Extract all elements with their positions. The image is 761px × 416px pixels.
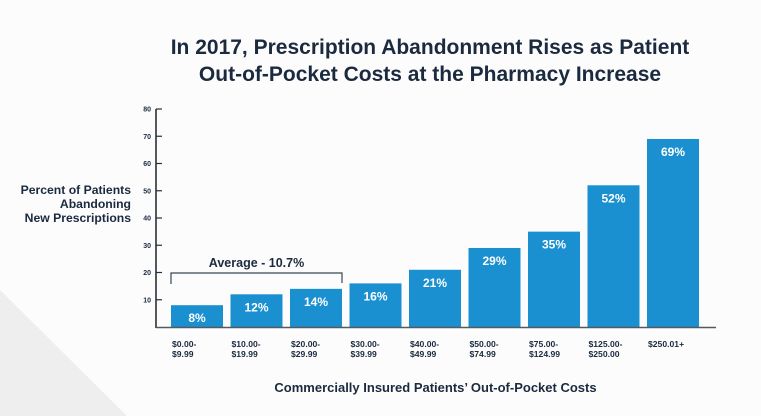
chart-title: In 2017, Prescription Abandonment Rises … [0,34,761,88]
x-tick-label: $10.00- [232,339,261,349]
y-tick-label: 70 [143,134,151,141]
y-axis-label-line-3: New Prescriptions [24,211,131,225]
x-tick-label: $124.99 [529,349,560,359]
bar-data-label: 29% [482,254,506,268]
x-tick-label: $0.00- [172,339,197,349]
x-tick-label: $29.99 [291,349,318,359]
bar [468,247,521,327]
average-bracket [170,272,343,284]
x-tick-label: $250.00 [589,349,620,359]
bar [230,294,283,327]
x-tick-label: $19.99 [232,349,259,359]
y-tick-label: 30 [143,243,151,250]
bar-data-label: 16% [363,289,387,303]
y-axis-label: Percent of Patients Abandoning New Presc… [0,183,131,225]
bar-data-label: 14% [304,295,328,309]
chart-title-line-1: In 2017, Prescription Abandonment Rises … [170,36,690,59]
chart-title-line-2: Out-of-Pocket Costs at the Pharmacy Incr… [198,63,662,86]
bar-data-label: 35% [542,238,566,252]
y-tick-label: 10 [143,297,151,304]
y-tick-label: 80 [143,107,151,114]
bar [349,283,402,327]
bar-data-label: 52% [601,191,625,205]
average-annotation-label: Average - 10.7% [209,256,304,270]
y-tick-label: 60 [143,161,151,168]
y-tick-label: 40 [143,216,151,223]
bar [171,305,223,327]
bar [647,138,699,327]
y-axis-label-line-1: Percent of Patients [20,183,131,197]
x-tick-label: $40.00- [410,339,439,349]
x-tick-label: $75.00- [529,339,558,349]
x-tick-label: $39.99 [351,349,378,359]
diagonal-shape [0,290,127,416]
bar [409,269,461,327]
bar-data-label: 8% [188,311,206,325]
x-tick-label: $9.99 [172,349,194,359]
bar-data-label: 69% [661,145,685,159]
y-axis-label-line-2: Abandoning [59,197,131,211]
x-tick-label: $30.00- [351,339,380,349]
x-axis-label: Commercially Insured Patients’ Out-of-Po… [274,380,597,395]
y-tick-label: 50 [143,188,151,195]
x-tick-label: $49.99 [410,349,437,359]
bar [587,185,640,327]
y-tick-label: 20 [143,270,151,277]
bar [528,231,580,327]
x-tick-label: $250.01+ [648,339,684,349]
x-tick-label: $20.00- [291,339,320,349]
x-tick-label: $125.00- [589,339,623,349]
x-tick-label: $74.99 [470,349,497,359]
bar [290,288,342,327]
x-tick-label: $50.00- [470,339,499,349]
bar-data-label: 21% [423,276,447,290]
bar-data-label: 12% [244,300,268,314]
